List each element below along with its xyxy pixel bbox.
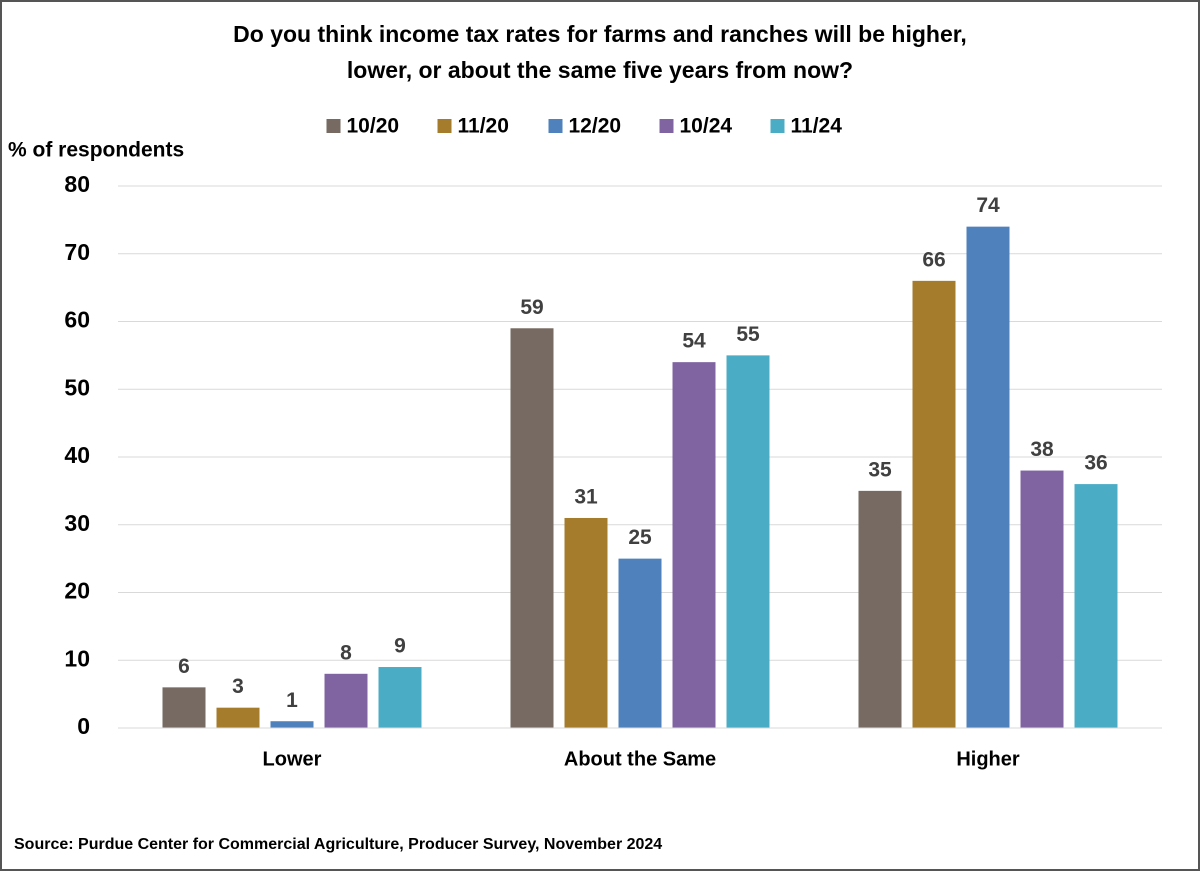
bar: [1074, 484, 1118, 728]
y-tick-label: 60: [64, 307, 90, 333]
bar: [966, 226, 1010, 728]
x-tick-label: Higher: [956, 748, 1020, 770]
legend-swatch: [770, 119, 785, 133]
legend-swatch: [548, 119, 563, 133]
y-tick-label: 20: [64, 578, 90, 604]
bar: [162, 687, 206, 728]
bar: [726, 355, 770, 728]
bar: [324, 673, 368, 728]
bar: [858, 490, 902, 728]
data-label: 74: [976, 194, 1000, 217]
data-label: 8: [340, 641, 352, 664]
legend-label: 12/20: [569, 115, 622, 138]
bar: [378, 667, 422, 728]
y-tick-label: 80: [64, 171, 90, 197]
data-label: 3: [232, 675, 244, 698]
legend-swatch: [659, 119, 674, 133]
bar: [564, 517, 608, 728]
legend-label: 10/20: [347, 115, 400, 138]
x-tick-label: About the Same: [564, 748, 716, 770]
y-tick-label: 70: [64, 239, 90, 265]
y-tick-label: 30: [64, 510, 90, 536]
data-label: 6: [178, 655, 190, 678]
bar: [510, 328, 554, 728]
data-label: 35: [868, 458, 892, 481]
legend-label: 10/24: [680, 115, 733, 138]
y-tick-label: 10: [64, 645, 90, 671]
bar: [270, 721, 314, 728]
x-tick-label: Lower: [263, 748, 322, 770]
y-axis-label: % of respondents: [8, 139, 184, 162]
data-label: 59: [520, 296, 543, 319]
legend-label: 11/20: [458, 115, 509, 138]
data-label: 9: [394, 635, 406, 658]
data-label: 1: [286, 689, 298, 712]
data-label: 38: [1030, 438, 1054, 461]
data-label: 54: [682, 330, 706, 353]
chart-title: Do you think income tax rates for farms …: [233, 21, 967, 47]
chart-title: lower, or about the same five years from…: [347, 57, 853, 83]
legend-swatch: [437, 119, 452, 133]
y-tick-label: 0: [77, 713, 90, 739]
source: Source: Purdue Center for Commercial Agr…: [14, 836, 662, 853]
legend-swatch: [326, 119, 341, 133]
bar: [618, 558, 662, 728]
bar: [672, 362, 716, 728]
bar: [216, 707, 260, 728]
y-tick-label: 40: [64, 442, 90, 468]
bar: [912, 280, 956, 728]
data-label: 55: [736, 323, 760, 346]
data-label: 36: [1084, 452, 1107, 475]
bar: [1020, 470, 1064, 728]
data-label: 31: [574, 486, 598, 509]
data-label: 25: [628, 526, 652, 549]
y-tick-label: 50: [64, 374, 90, 400]
legend-label: 11/24: [791, 115, 843, 138]
data-label: 66: [922, 248, 945, 271]
